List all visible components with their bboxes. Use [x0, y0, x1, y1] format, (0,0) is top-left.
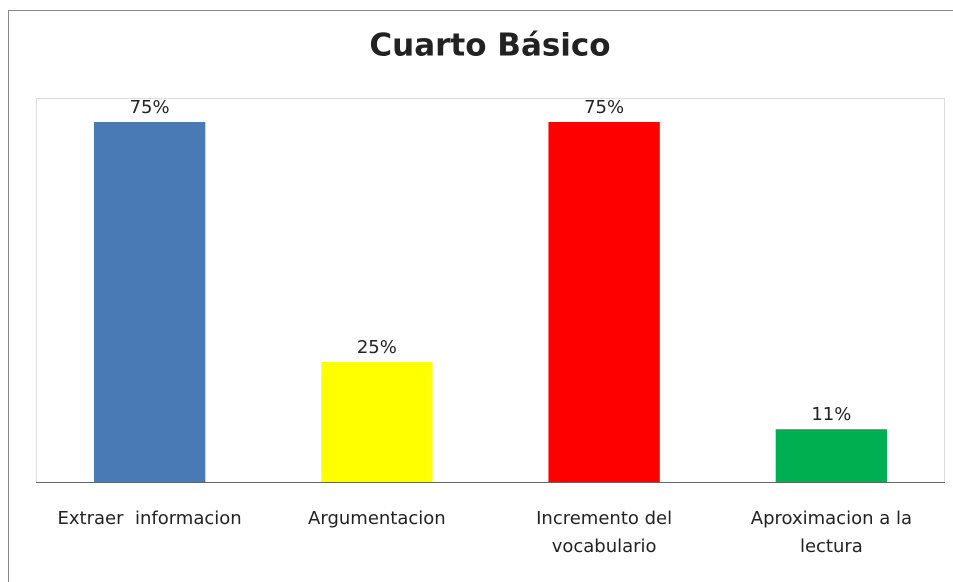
- x-tick-label: Aproximacion a la lectura: [750, 508, 918, 557]
- x-tick-label: Incremento del vocabulario: [536, 508, 678, 557]
- x-tick-label: Argumentacion: [308, 508, 446, 529]
- bar: [321, 362, 433, 482]
- data-label: 11%: [811, 404, 851, 425]
- bar: [548, 122, 660, 482]
- bar: [93, 122, 206, 482]
- data-label: 25%: [357, 337, 397, 358]
- data-label: 75%: [584, 97, 624, 118]
- data-label: 75%: [130, 97, 170, 118]
- chart-title: Cuarto Básico: [369, 28, 610, 64]
- bar: [775, 429, 888, 482]
- x-tick-label: Extraer informacion: [57, 508, 242, 529]
